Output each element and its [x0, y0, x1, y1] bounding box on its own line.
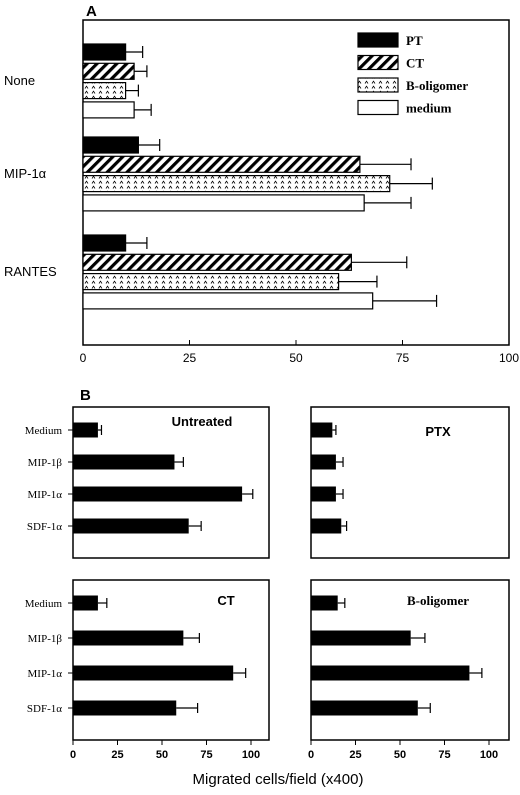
bar-none-b-oligomer [82, 81, 127, 100]
subplot-title-ct: CT [217, 593, 234, 608]
legend-swatch-medium [357, 99, 399, 116]
x-tick-label-75: 75 [396, 351, 410, 365]
category-label-untreated-mip-1: MIP-1α [28, 489, 63, 501]
x-tick-label-100: 100 [499, 351, 519, 365]
subplot-b-oligomer: B-oligomer 0 25 50 75 100 [308, 579, 510, 761]
bar-ct-sdf-1 [73, 700, 177, 716]
subplot-frame-ct [72, 579, 270, 741]
x-tick-label-b-oligomer-0: 0 [308, 749, 314, 761]
legend-label-b-oligomer: B-oligomer [406, 78, 468, 93]
bar-none-ct [82, 62, 135, 80]
bar-mip-1-pt [82, 136, 139, 154]
bar-rantes-medium [82, 292, 374, 310]
legend: PT CT B-oligomer medium [357, 32, 468, 116]
subplot-untreated: Untreated Medium MIP-1β MIP-1α SDF-1α [25, 406, 270, 559]
legend-swatch-pt [357, 32, 399, 48]
bar-b-oligomer-mip-1 [311, 630, 411, 646]
category-label-ct-medium: Medium [25, 598, 63, 610]
subplot-frame-ptx [310, 406, 510, 559]
bar-mip-1-medium [82, 194, 365, 212]
x-axis-label: Migrated cells/field (x400) [193, 771, 364, 788]
category-label-ct-mip-1: MIP-1α [28, 668, 63, 680]
panel-a-bars [82, 43, 438, 310]
x-tick-label-50: 50 [289, 351, 303, 365]
panel-a-x-ticks: 0 25 50 75 100 [80, 340, 519, 365]
subplot-frame-b-oligomer [310, 579, 510, 741]
x-tick-label-b-oligomer-50: 50 [394, 749, 406, 761]
bar-mip-1-ct [82, 155, 361, 173]
bar-b-oligomer-mip-1 [311, 665, 470, 681]
bar-ptx-medium [311, 422, 333, 438]
category-label-mip-1: MIP-1α [4, 166, 47, 181]
bar-mip-1-b-oligomer [82, 175, 391, 193]
subplot-title-ptx: PTX [425, 424, 451, 439]
x-tick-label-0: 0 [80, 351, 87, 365]
bar-untreated-medium [73, 422, 98, 438]
category-label-untreated-sdf-1: SDF-1α [27, 521, 62, 533]
bar-rantes-pt [82, 234, 127, 252]
panel-a-categories: None MIP-1α RANTES [4, 73, 57, 279]
x-tick-label-25: 25 [183, 351, 197, 365]
legend-swatch-ct [357, 54, 399, 71]
subplot-frame-untreated [72, 406, 270, 559]
bar-rantes-ct [82, 253, 352, 271]
bar-ptx-mip-1 [311, 486, 336, 502]
x-tick-label-ct-25: 25 [111, 749, 123, 761]
bar-b-oligomer-medium [311, 595, 338, 611]
bar-ptx-mip-1 [311, 454, 336, 470]
x-tick-label-ct-0: 0 [70, 749, 76, 761]
bar-untreated-mip-1 [73, 486, 243, 502]
legend-label-ct: CT [406, 56, 424, 71]
legend-swatch-b-oligomer [357, 77, 399, 93]
bar-none-medium [82, 101, 135, 119]
category-label-rantes: RANTES [4, 264, 57, 279]
x-tick-label-b-oligomer-100: 100 [480, 749, 498, 761]
category-label-ct-mip-1: MIP-1β [28, 633, 63, 645]
category-label-untreated-mip-1: MIP-1β [28, 457, 63, 469]
subplot-title-untreated: Untreated [172, 414, 233, 429]
x-tick-label-ct-100: 100 [242, 749, 260, 761]
subplot-ct: CT Medium MIP-1β MIP-1α SDF-1α 0 25 50 75 100 [25, 579, 270, 761]
subplot-ptx: PTX [310, 406, 510, 559]
legend-label-pt: PT [406, 33, 423, 48]
x-tick-label-ct-50: 50 [156, 749, 168, 761]
x-tick-label-b-oligomer-25: 25 [349, 749, 361, 761]
bar-ptx-sdf-1 [311, 518, 342, 534]
subplot-title-b-oligomer: B-oligomer [407, 593, 469, 608]
bar-untreated-sdf-1 [73, 518, 189, 534]
panel-b-label: B [80, 387, 91, 404]
bar-ct-medium [73, 595, 98, 611]
legend-label-medium: medium [406, 101, 452, 116]
category-label-ct-sdf-1: SDF-1α [27, 703, 62, 715]
panel-a-label: A [86, 3, 97, 20]
category-label-none: None [4, 73, 35, 88]
category-label-untreated-medium: Medium [25, 425, 63, 437]
bar-untreated-mip-1 [73, 454, 175, 470]
bar-ct-mip-1 [73, 630, 184, 646]
x-tick-label-ct-75: 75 [200, 749, 212, 761]
x-tick-label-b-oligomer-75: 75 [438, 749, 450, 761]
bar-rantes-b-oligomer [82, 273, 340, 291]
bar-none-pt [82, 43, 127, 61]
panel-a: A None MIP-1α RANTES 0 25 50 75 100 PT CT B-olig… [4, 3, 519, 365]
bar-ct-mip-1 [73, 665, 234, 681]
bar-b-oligomer-sdf-1 [311, 700, 418, 716]
